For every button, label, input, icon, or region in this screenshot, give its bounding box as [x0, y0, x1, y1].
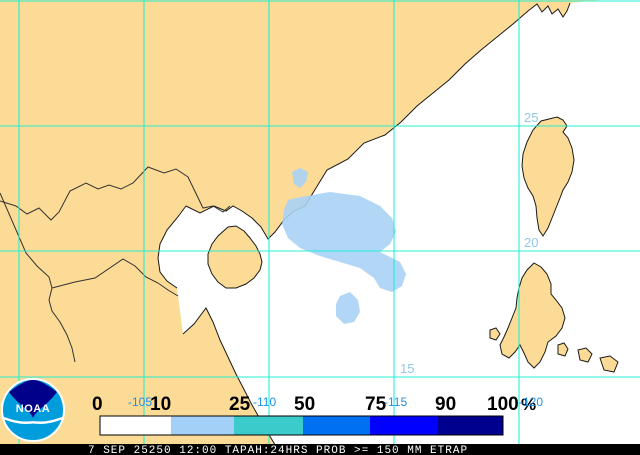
- svg-text:0: 0: [92, 394, 103, 415]
- svg-text:15: 15: [400, 361, 414, 376]
- svg-text:10: 10: [150, 394, 171, 415]
- svg-text:20: 20: [524, 235, 538, 250]
- svg-text:7 SEP 25250 12:00 TAPAH:24HRS: 7 SEP 25250 12:00 TAPAH:24HRS PROB >= 15…: [88, 445, 468, 455]
- svg-text:25: 25: [229, 394, 251, 415]
- svg-text:-115: -115: [384, 395, 407, 409]
- svg-text:NOAA: NOAA: [16, 403, 50, 415]
- svg-text:75: 75: [365, 394, 387, 415]
- svg-text:-110: -110: [253, 395, 276, 409]
- svg-text:100: 100: [487, 394, 519, 415]
- svg-text:-105: -105: [128, 395, 152, 409]
- svg-text:25: 25: [524, 110, 538, 125]
- svg-text:-120: -120: [519, 395, 543, 409]
- svg-text:90: 90: [435, 394, 456, 415]
- svg-text:50: 50: [294, 394, 315, 415]
